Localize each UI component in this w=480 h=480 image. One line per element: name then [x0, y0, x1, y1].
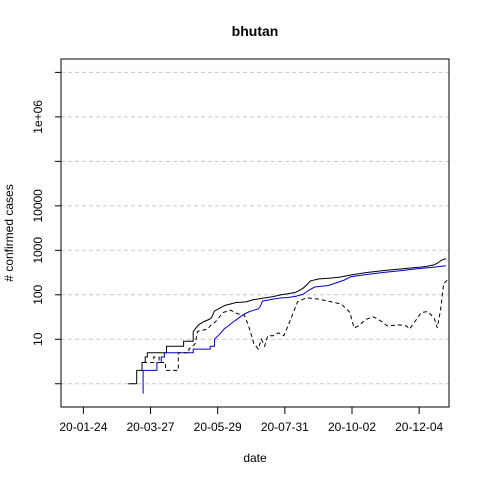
grid-layer: [61, 71, 449, 385]
x-axis-label: date: [243, 451, 267, 465]
series-line-1: [128, 258, 446, 385]
series-line-3: [143, 279, 449, 371]
plot-frame: [60, 58, 450, 408]
series-layer: [128, 258, 449, 394]
y-tick-label: 1000: [31, 237, 45, 264]
x-tick-label: 20-03-27: [127, 420, 175, 434]
axis-layer: 20-01-24 20-03-27 20-05-29 20-07-31 20-10-02…: [31, 71, 443, 434]
y-tick-label: 10000: [31, 189, 45, 223]
x-tick-label: 20-10-02: [328, 420, 376, 434]
y-tick-label: 100: [31, 284, 45, 304]
chart-title: bhutan: [232, 23, 279, 39]
y-tick-label: 1e+06: [31, 100, 45, 134]
x-tick-label: 20-12-04: [395, 420, 443, 434]
y-axis-label: # confirmed cases: [2, 184, 16, 281]
x-tick-label: 20-01-24: [59, 420, 107, 434]
x-tick-label: 20-05-29: [194, 420, 242, 434]
x-tick-label: 20-07-31: [261, 420, 309, 434]
y-tick-label: 10: [31, 332, 45, 346]
series-line-2: [142, 265, 446, 394]
